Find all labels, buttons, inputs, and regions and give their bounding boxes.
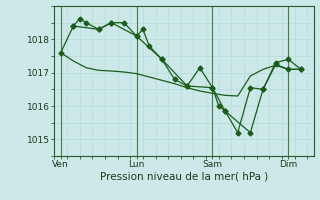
- X-axis label: Pression niveau de la mer( hPa ): Pression niveau de la mer( hPa ): [100, 172, 268, 182]
